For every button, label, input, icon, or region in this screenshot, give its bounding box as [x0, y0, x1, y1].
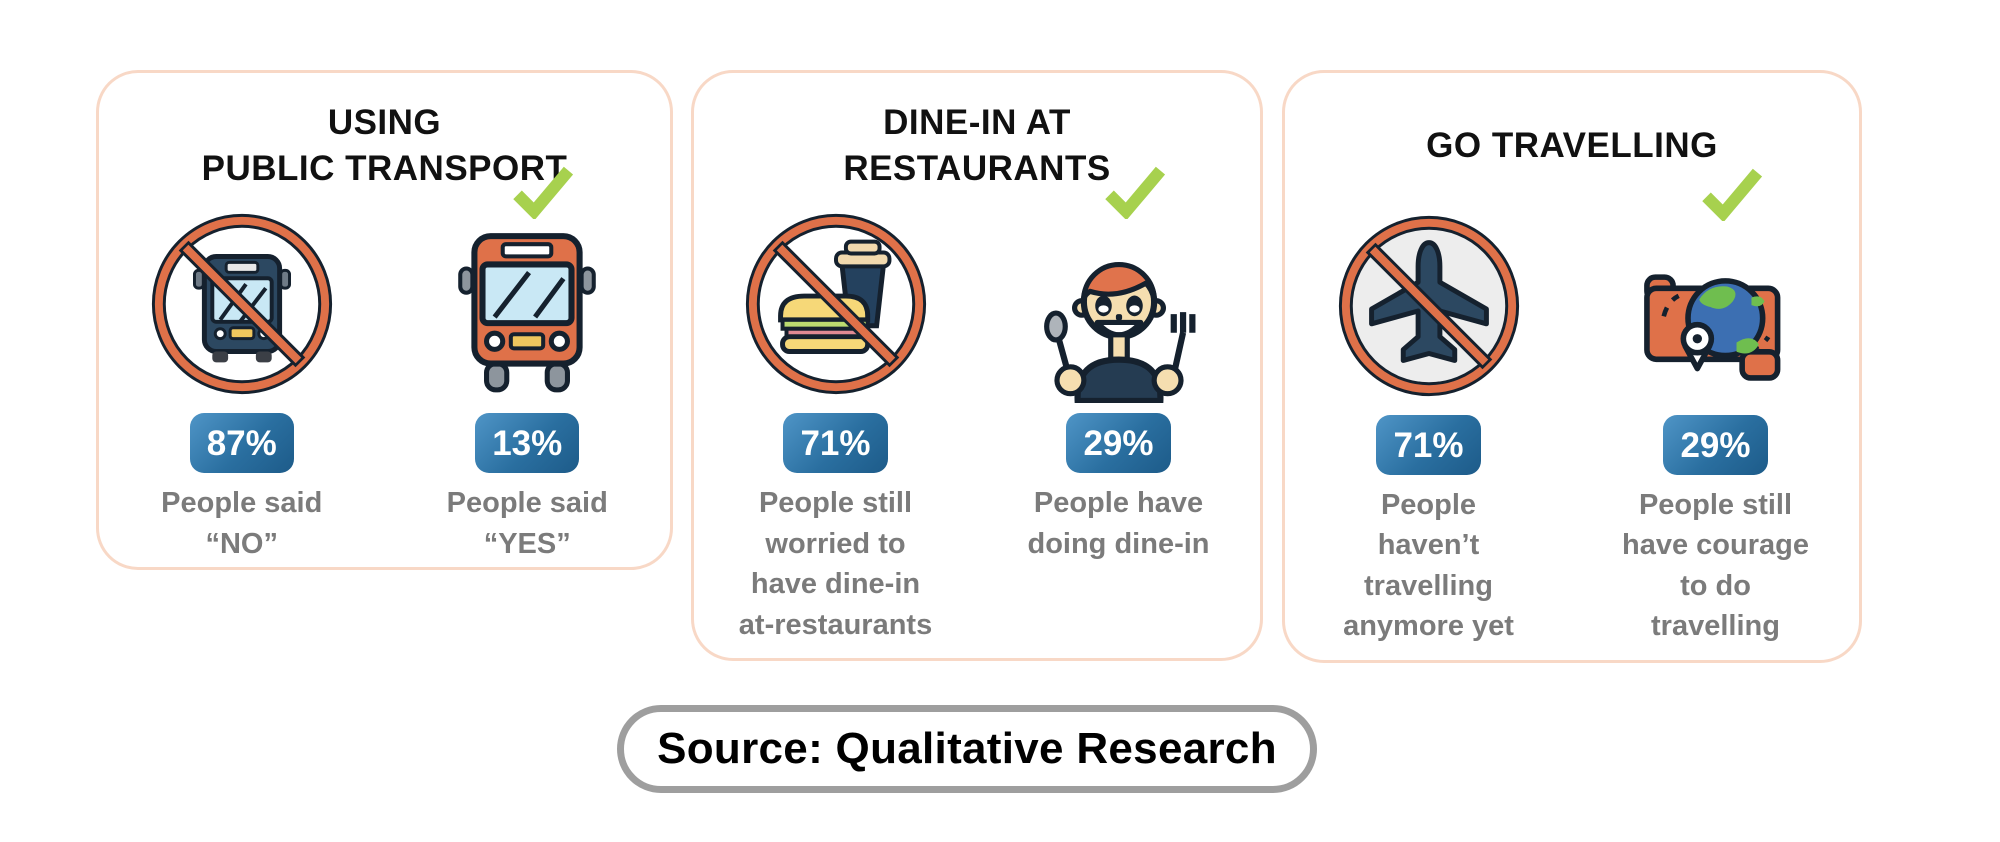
- stat-caption: People still worried to have dine-in at-…: [738, 487, 933, 641]
- source-pill: Source: Qualitative Research: [617, 705, 1317, 793]
- card-using-public-transport: USING PUBLIC TRANSPORT: [96, 70, 673, 570]
- icon-box: [143, 203, 341, 403]
- icon-box: [456, 166, 598, 403]
- stat-caption: People said “YES”: [446, 487, 608, 560]
- stat-no-column: 71% People still worried to have dine-in…: [694, 203, 977, 645]
- stat-caption: People have doing dine-in: [1027, 487, 1210, 560]
- stat-caption: People still have courage to do travelli…: [1622, 488, 1809, 643]
- percent-badge: 29%: [1663, 414, 1768, 475]
- icon-box: [1632, 168, 1800, 405]
- stat-caption: People said “NO”: [161, 487, 323, 560]
- no-plane-icon: [1338, 215, 1519, 396]
- percent-badge: 29%: [1066, 413, 1171, 473]
- stat-yes-column: 29% People still have courage to do trav…: [1572, 168, 1859, 647]
- icon-box: [1031, 166, 1207, 403]
- person-dining-icon: [1043, 262, 1195, 403]
- travel-map-icon: [1643, 273, 1780, 381]
- check-icon: [1104, 166, 1165, 219]
- no-bus-icon: [151, 213, 332, 395]
- card-title: USING PUBLIC TRANSPORT: [201, 103, 568, 188]
- check-icon: [1701, 168, 1762, 221]
- no-dine-in-icon: [745, 213, 926, 395]
- percent-badge: 71%: [783, 413, 888, 473]
- card-go-travelling: GO TRAVELLING 71% People haven’t travell…: [1282, 70, 1862, 663]
- stat-columns: 71% People still worried to have dine-in…: [694, 166, 1260, 645]
- stat-no-column: 87% People said “NO”: [99, 203, 385, 564]
- stat-yes-column: 13% People said “YES”: [385, 166, 671, 564]
- percent-badge: 71%: [1376, 414, 1481, 475]
- card-title: GO TRAVELLING: [1426, 126, 1718, 165]
- stat-no-column: 71% People haven’t travelling anymore ye…: [1285, 205, 1572, 647]
- bus-icon: [458, 233, 597, 393]
- source-label: Source: Qualitative Research: [657, 724, 1277, 773]
- card-dine-in-restaurants: DINE-IN AT RESTAURANTS: [691, 70, 1263, 661]
- stat-columns: 87% People said “NO”: [99, 166, 671, 564]
- stat-caption: People haven’t travelling anymore yet: [1343, 488, 1514, 643]
- icon-box: [737, 203, 935, 403]
- percent-badge: 13%: [475, 413, 580, 473]
- card-title: DINE-IN AT RESTAURANTS: [843, 103, 1111, 188]
- stat-columns: 71% People haven’t travelling anymore ye…: [1285, 168, 1859, 647]
- icon-box: [1330, 205, 1528, 405]
- stat-yes-column: 29% People have doing dine-in: [977, 166, 1260, 645]
- percent-badge: 87%: [189, 413, 294, 473]
- check-icon: [513, 166, 574, 219]
